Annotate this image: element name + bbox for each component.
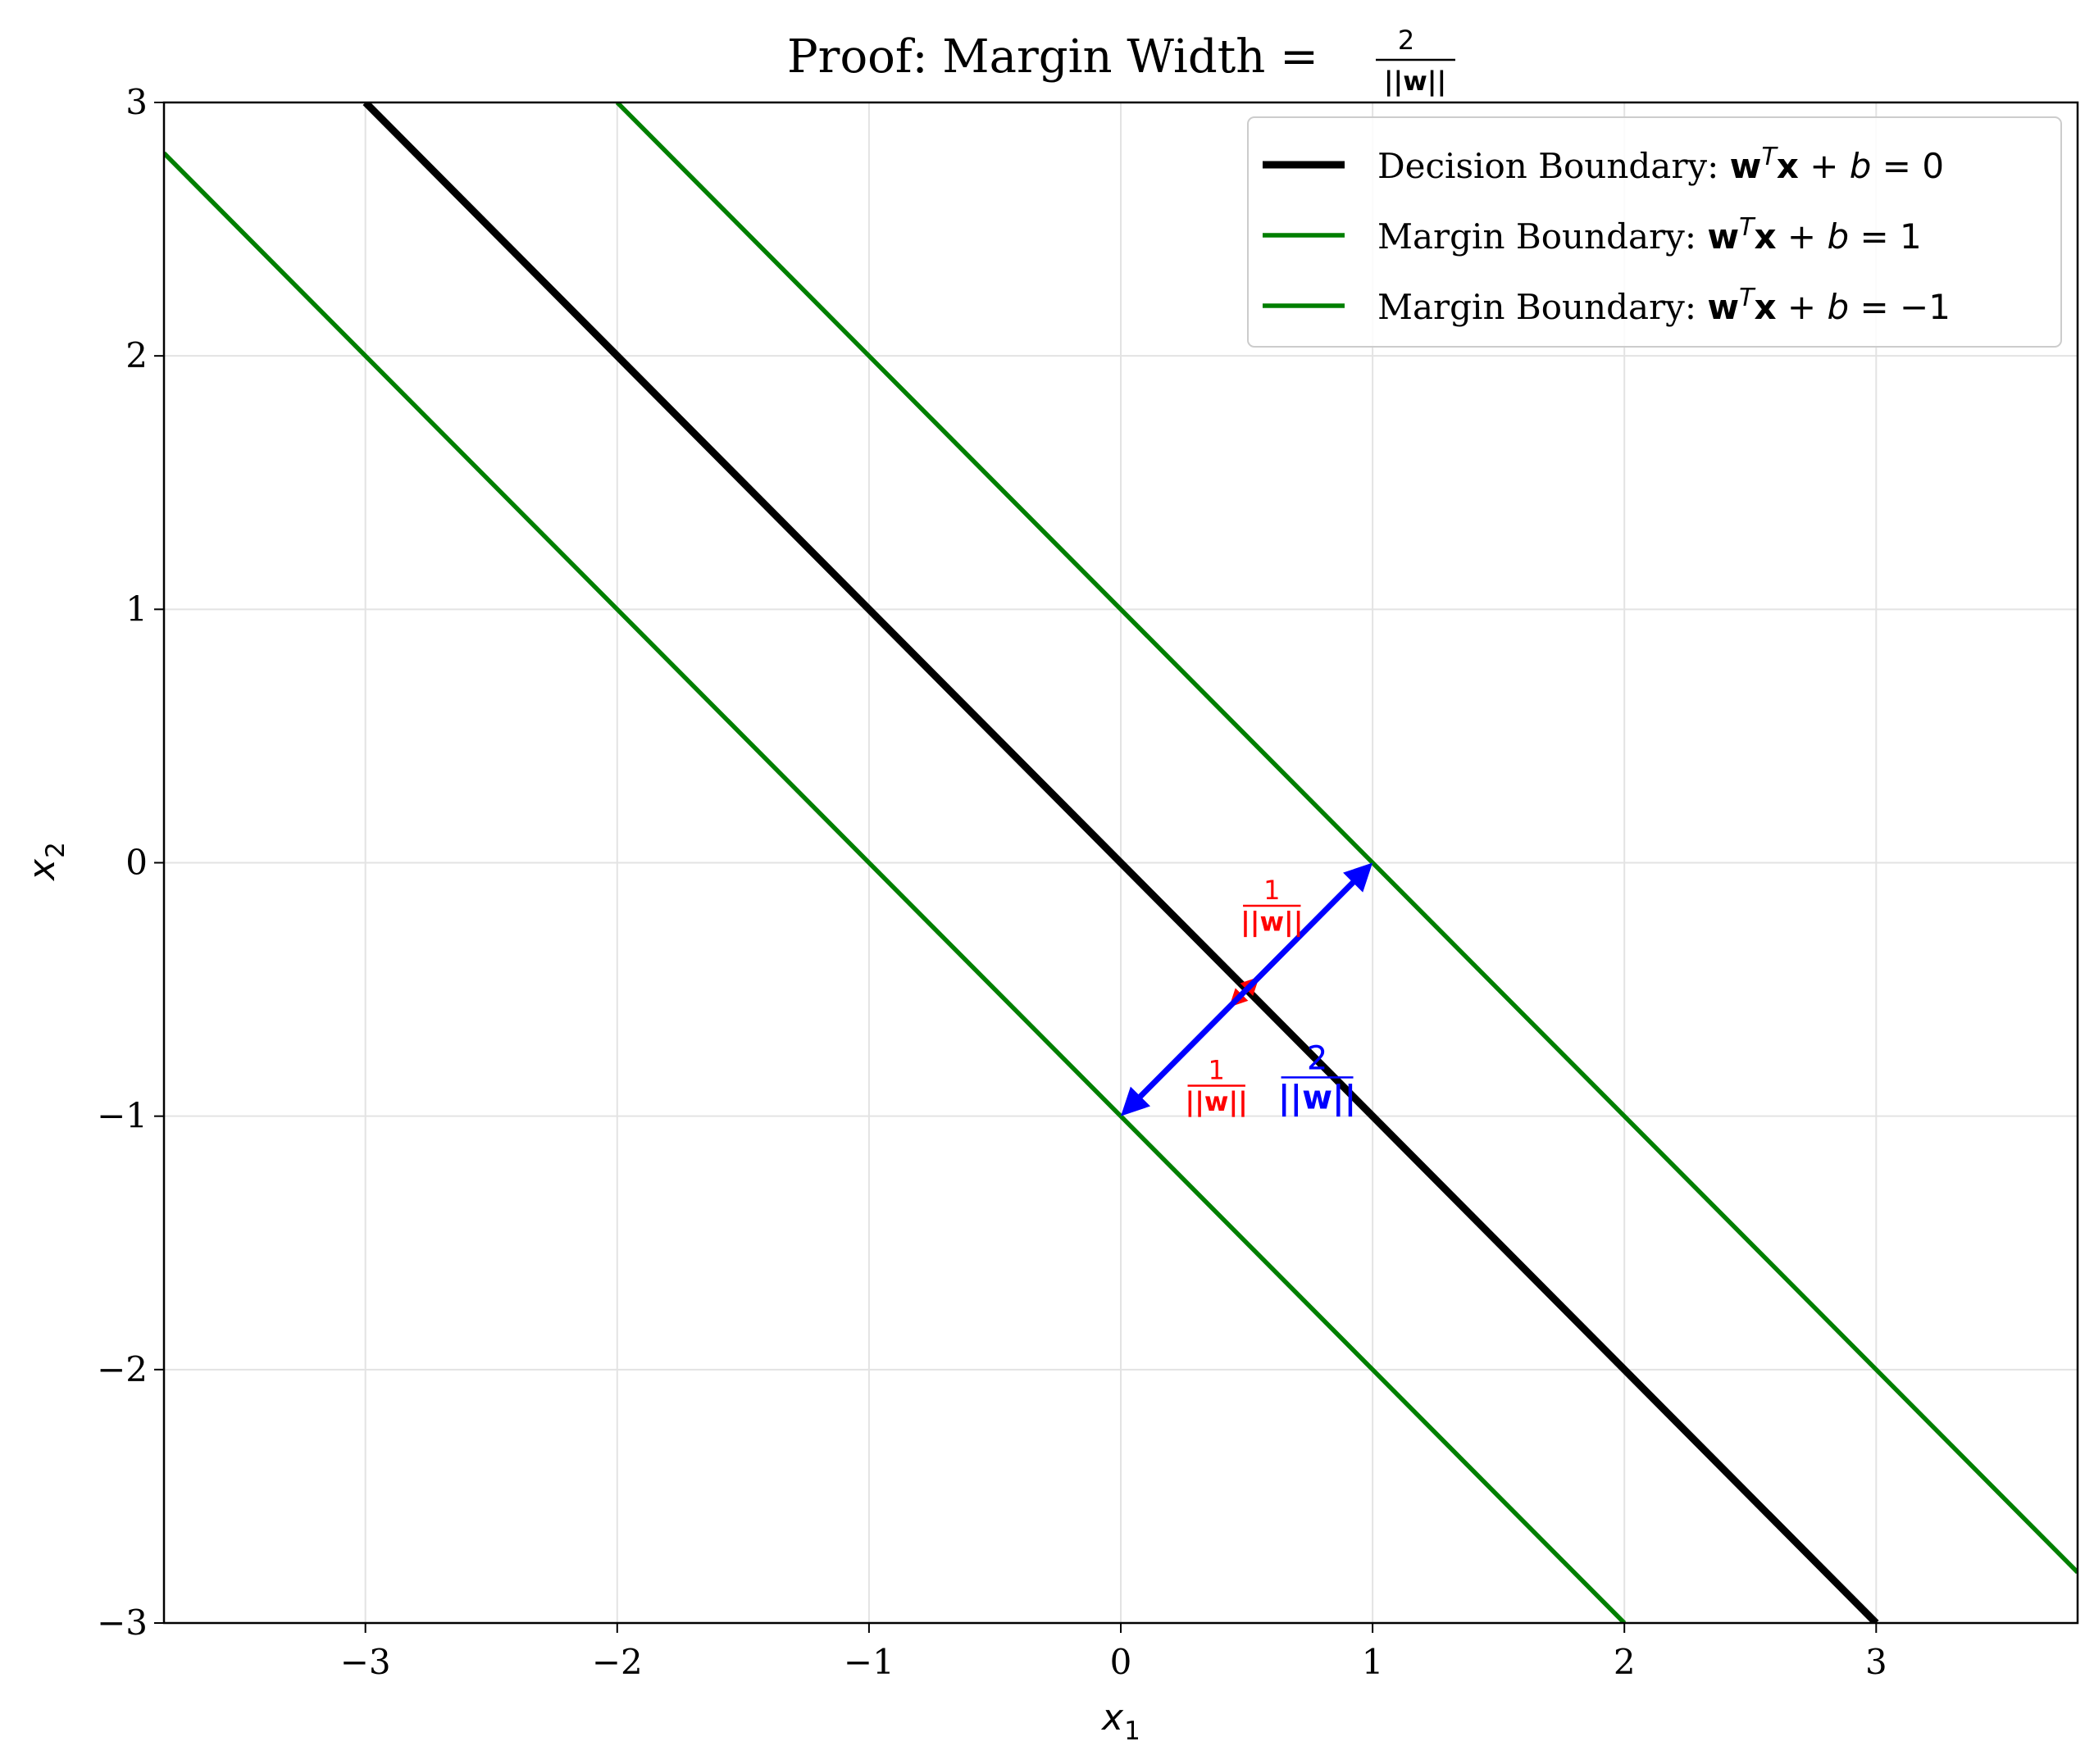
legend-label-part: Margin Boundary:	[1377, 287, 1707, 327]
y-axis-label: x 2	[21, 842, 71, 882]
legend-label-part: T	[1739, 213, 1756, 242]
legend-box	[1247, 116, 2062, 348]
full-width-arrow-a	[1244, 875, 1360, 993]
chart-title: Proof: Margin Width = 2 ||w||	[787, 25, 1455, 98]
legend-label-part: = 1	[1849, 216, 1922, 257]
legend-label-part: w	[1707, 216, 1739, 257]
half-width-label-0-numerator: 1	[1263, 875, 1280, 906]
x-tick-label: 1	[1362, 1642, 1384, 1682]
y-tick-label: 2	[125, 335, 148, 375]
legend-label-part: T	[1761, 143, 1778, 171]
legend-label-part: = −1	[1849, 287, 1951, 327]
legend-label-part: w	[1707, 287, 1739, 327]
legend-label-1: Margin Boundary: wTx + b = 1	[1377, 213, 1922, 257]
legend-label-part: +	[1777, 216, 1828, 257]
y-tick-label: −2	[97, 1349, 148, 1389]
legend-label-part: x	[1754, 287, 1776, 327]
x-tick-label: 2	[1614, 1642, 1636, 1682]
legend-label-2: Margin Boundary: wTx + b = −1	[1377, 284, 1951, 327]
full-width-arrow-b	[1133, 986, 1250, 1103]
half-width-label-1-numerator: 1	[1209, 1054, 1225, 1085]
legend-label-part: +	[1777, 287, 1828, 327]
y-tick-label: −3	[97, 1603, 148, 1643]
x-axis-label: x 1	[1100, 1697, 1140, 1746]
annotations: 2||w||1||w||1||w||	[1121, 862, 1373, 1118]
legend-label-part: = 0	[1871, 146, 1944, 186]
legend-label-0: Decision Boundary: wTx + b = 0	[1377, 143, 1944, 186]
x-tick-label: −2	[592, 1642, 643, 1682]
y-axis: −3 −2 −1 0 1 2 3	[97, 82, 164, 1643]
legend-label-part: Decision Boundary:	[1377, 146, 1730, 186]
series-line-1	[615, 102, 2078, 1575]
y-axis-label-base: x	[21, 858, 63, 882]
chart-title-fraction-denominator: ||w||	[1384, 66, 1446, 98]
half-width-label-0-denominator: ||w||	[1240, 906, 1303, 938]
chart-title-fraction-numerator: 2	[1398, 25, 1414, 56]
y-tick-label: 1	[125, 589, 148, 629]
legend-label-part: b	[1827, 216, 1849, 257]
legend-label-part: w	[1730, 146, 1762, 186]
full-width-arrow-a-head	[1343, 862, 1373, 893]
plot-area	[164, 102, 2078, 1623]
y-tick-label: 0	[125, 843, 148, 883]
y-tick-label: −1	[97, 1096, 148, 1136]
x-tick-label: 3	[1865, 1642, 1887, 1682]
chart-title-text: Proof: Margin Width =	[787, 30, 1318, 84]
full-width-arrow-b-head	[1121, 1086, 1151, 1116]
series-line-2	[164, 151, 1627, 1623]
x-axis: −3 −2 −1 0 1 2 3	[340, 1623, 1887, 1682]
x-axis-label-subscript: 1	[1124, 1716, 1140, 1746]
x-tick-label: −3	[340, 1642, 391, 1682]
half-width-label-1: 1||w||	[1186, 1054, 1248, 1117]
legend-label-part: Margin Boundary:	[1377, 216, 1707, 257]
y-tick-label: 3	[125, 82, 148, 122]
half-width-label-1-denominator: ||w||	[1186, 1086, 1248, 1118]
half-width-label-0: 1||w||	[1240, 875, 1303, 938]
x-tick-label: −1	[844, 1642, 895, 1682]
y-axis-label-subscript: 2	[41, 842, 71, 858]
full-width-label-denominator: ||w||	[1278, 1079, 1356, 1117]
full-width-label: 2||w||	[1278, 1039, 1356, 1117]
legend-label-part: x	[1777, 146, 1799, 186]
legend-label-part: x	[1754, 216, 1776, 257]
x-axis-label-base: x	[1100, 1697, 1124, 1739]
legend-label-part: b	[1827, 287, 1849, 327]
legend-label-part: b	[1850, 146, 1872, 186]
full-width-label-numerator: 2	[1307, 1039, 1327, 1077]
legend-label-part: +	[1799, 146, 1850, 186]
series-line-0	[362, 102, 1879, 1623]
x-tick-label: 0	[1110, 1642, 1132, 1682]
legend-label-part: T	[1739, 284, 1756, 312]
